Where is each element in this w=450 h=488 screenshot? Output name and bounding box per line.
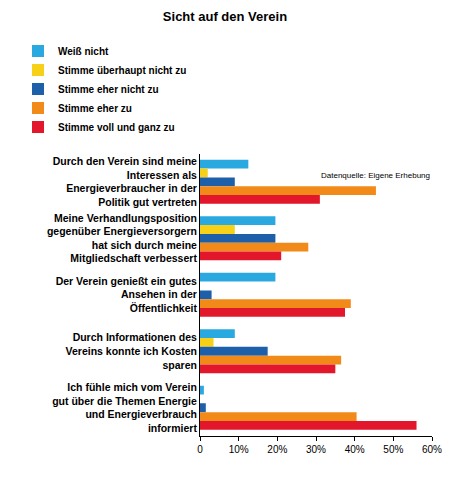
svg-text:0: 0 [197,444,203,455]
svg-text:Stimme eher nicht zu: Stimme eher nicht zu [58,84,159,95]
svg-text:30%: 30% [306,444,326,455]
svg-text:10%: 10% [229,444,249,455]
svg-text:Durch Informationen desVereins: Durch Informationen desVereins konnte ic… [66,331,197,370]
svg-text:40%: 40% [345,444,365,455]
svg-text:Datenquelle: Eigene Erhebung: Datenquelle: Eigene Erhebung [321,171,430,180]
svg-text:Stimme eher zu: Stimme eher zu [58,103,132,114]
svg-text:Der Verein genießt ein gutesAn: Der Verein genießt ein gutesAnsehen in d… [56,275,198,314]
svg-text:50%: 50% [383,444,403,455]
svg-text:Weiß nicht: Weiß nicht [58,46,109,57]
svg-text:20%: 20% [267,444,287,455]
svg-text:Ich fühle mich vom Vereingut ü: Ich fühle mich vom Vereingut über die Th… [52,381,197,434]
svg-text:Durch den Verein sind meineInt: Durch den Verein sind meineInteressen al… [53,155,197,208]
svg-text:Sicht auf den Verein: Sicht auf den Verein [163,9,287,24]
svg-text:Stimme voll und ganz zu: Stimme voll und ganz zu [58,122,175,133]
svg-text:Meine Verhandlungspositiongege: Meine Verhandlungspositiongegenüber Ener… [47,212,197,265]
svg-text:60%: 60% [422,444,442,455]
svg-text:Stimme überhaupt nicht zu: Stimme überhaupt nicht zu [58,65,186,76]
